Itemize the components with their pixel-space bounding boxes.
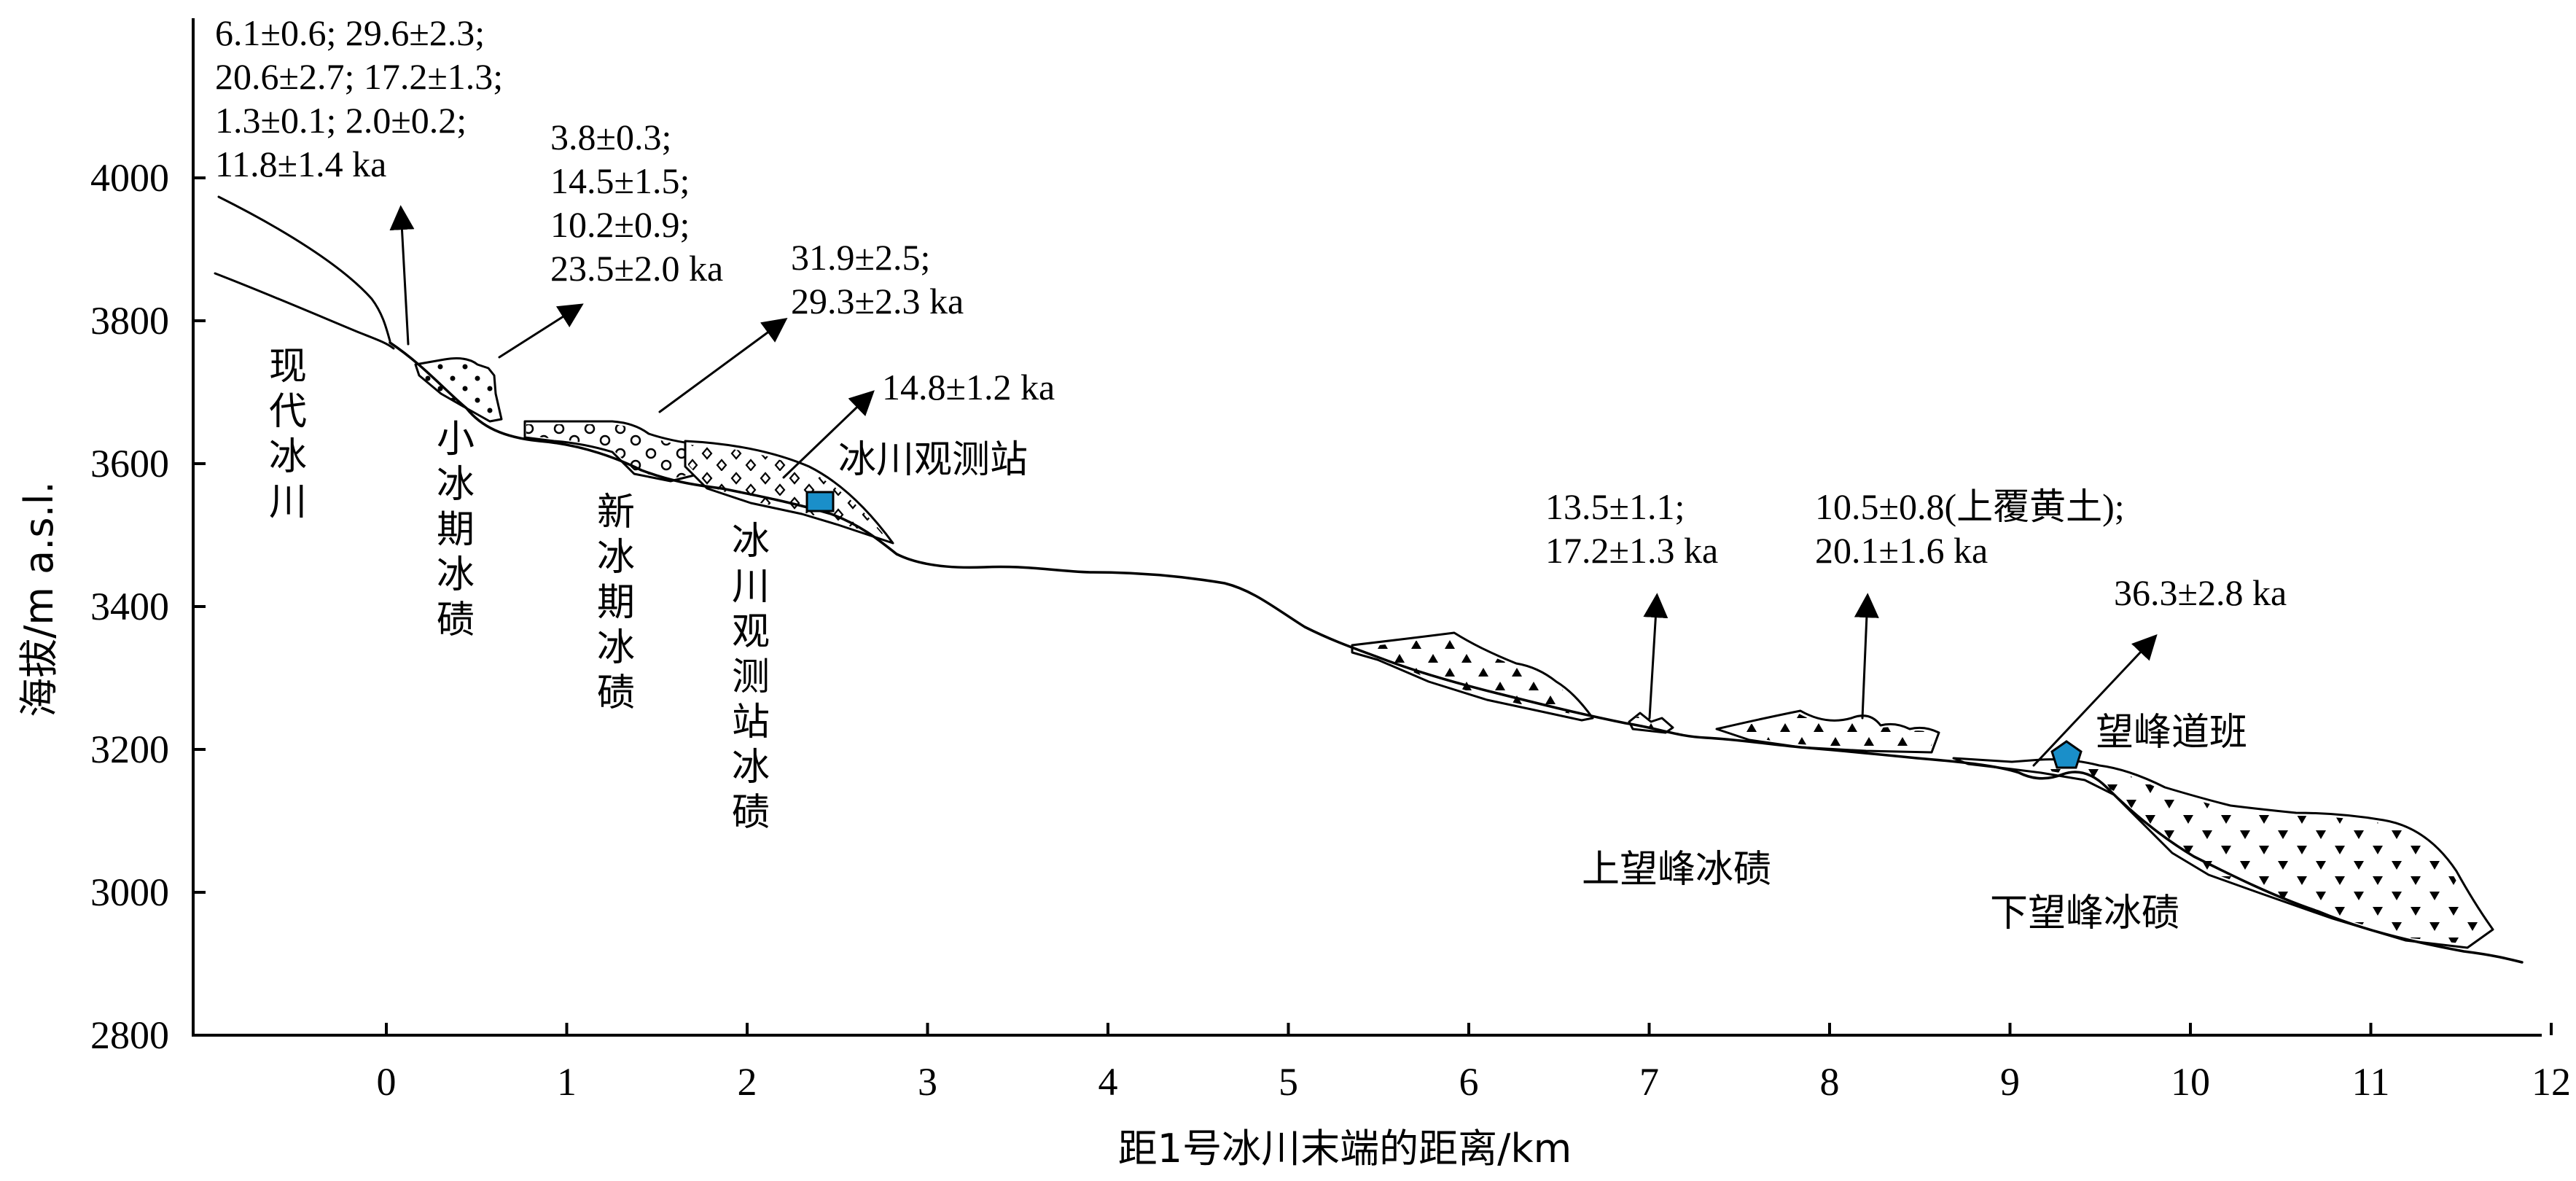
valley-floor-profile xyxy=(389,341,2524,964)
modern-glacier-label: 现代冰川 xyxy=(269,345,307,524)
y-axis-ticks: 2800 3000 3200 3400 3600 3800 4000 xyxy=(90,156,206,1057)
vertical-unit-labels: 现代冰川 小冰期冰碛 新冰期冰碛 冰川观测站冰碛 xyxy=(269,345,770,835)
x-tick-label: 1 xyxy=(557,1060,577,1104)
neoglacial-moraine-hatch xyxy=(526,424,698,479)
arrow-a5 xyxy=(1643,593,1668,720)
glacier-surface-lower xyxy=(214,272,395,350)
arrow-a2 xyxy=(498,303,584,359)
lower-wangfeng-label: 下望峰冰碛 xyxy=(1990,892,2179,935)
ages-a6: 10.5±0.8(上覆黄土); 20.1±1.6 ka xyxy=(1815,486,2134,571)
x-tick-label: 11 xyxy=(2352,1060,2390,1104)
arrow-a4 xyxy=(782,390,875,479)
ages-a4: 14.8±1.2 ka xyxy=(882,367,1055,408)
y-tick-label: 2800 xyxy=(90,1013,169,1057)
upper-wangfeng-moraine-c-hatch xyxy=(1720,714,1935,749)
x-tick-label: 7 xyxy=(1639,1060,1659,1104)
x-tick-label: 10 xyxy=(2171,1060,2210,1104)
x-tick-label: 9 xyxy=(2000,1060,2020,1104)
y-tick-label: 3200 xyxy=(90,728,169,771)
y-axis-title: 海拔/m a.s.l. xyxy=(16,481,62,717)
y-tick-label: 3600 xyxy=(90,442,169,486)
x-axis-ticks: 0 1 2 3 4 5 6 7 8 9 10 11 12 xyxy=(377,1023,2571,1104)
little-ice-age-label: 小冰期冰碛 xyxy=(437,418,475,642)
glacier-surface-upper xyxy=(217,195,391,343)
x-tick-label: 5 xyxy=(1279,1060,1298,1104)
upper-wangfeng-moraine-b-hatch xyxy=(1631,715,1671,728)
x-tick-label: 4 xyxy=(1098,1060,1118,1104)
upper-wangfeng-moraine-a-hatch xyxy=(1356,636,1588,717)
arrow-a1 xyxy=(389,205,415,346)
upper-wangfeng-label: 上望峰冰碛 xyxy=(1582,848,1771,892)
x-tick-label: 3 xyxy=(918,1060,937,1104)
little-ice-age-moraine-hatch xyxy=(419,361,501,421)
x-tick-label: 12 xyxy=(2532,1060,2571,1104)
neoglacial-label: 新冰期冰碛 xyxy=(597,491,635,715)
station-moraine-label: 冰川观测站冰碛 xyxy=(732,520,770,835)
lower-wangfeng-moraine-hatch xyxy=(1957,761,2486,944)
x-tick-label: 8 xyxy=(1820,1060,1840,1104)
ages-a2: 3.8±0.3; 14.5±1.5; 10.2±0.9; 23.5±2.0 ka xyxy=(550,117,723,289)
y-tick-label: 4000 xyxy=(90,156,169,200)
y-tick-label: 3800 xyxy=(90,299,169,343)
x-tick-label: 6 xyxy=(1459,1060,1479,1104)
arrow-a3 xyxy=(658,317,788,413)
y-tick-label: 3400 xyxy=(90,585,169,628)
wangfeng-label: 望峰道班 xyxy=(2096,711,2247,755)
arrow-a6 xyxy=(1854,593,1879,720)
x-tick-label: 0 xyxy=(377,1060,397,1104)
x-tick-label: 2 xyxy=(738,1060,757,1104)
ages-a3: 31.9±2.5; 29.3±2.3 ka xyxy=(791,237,964,321)
axis-frame xyxy=(192,18,2542,1037)
x-axis-title: 距1号冰川末端的距离/km xyxy=(1118,1126,1572,1172)
station-marker xyxy=(805,491,835,512)
wangfeng-marker xyxy=(2050,740,2083,769)
arrow-a7 xyxy=(2032,634,2158,767)
ages-a1: 6.1±0.6; 29.6±2.3; 20.6±2.7; 17.2±1.3; 1… xyxy=(215,12,512,184)
y-tick-label: 3000 xyxy=(90,870,169,914)
ages-a7: 36.3±2.8 ka xyxy=(2114,572,2287,613)
station-label: 冰川观测站 xyxy=(838,438,1028,482)
ages-a5: 13.5±1.1; 17.2±1.3 ka xyxy=(1545,486,1718,571)
